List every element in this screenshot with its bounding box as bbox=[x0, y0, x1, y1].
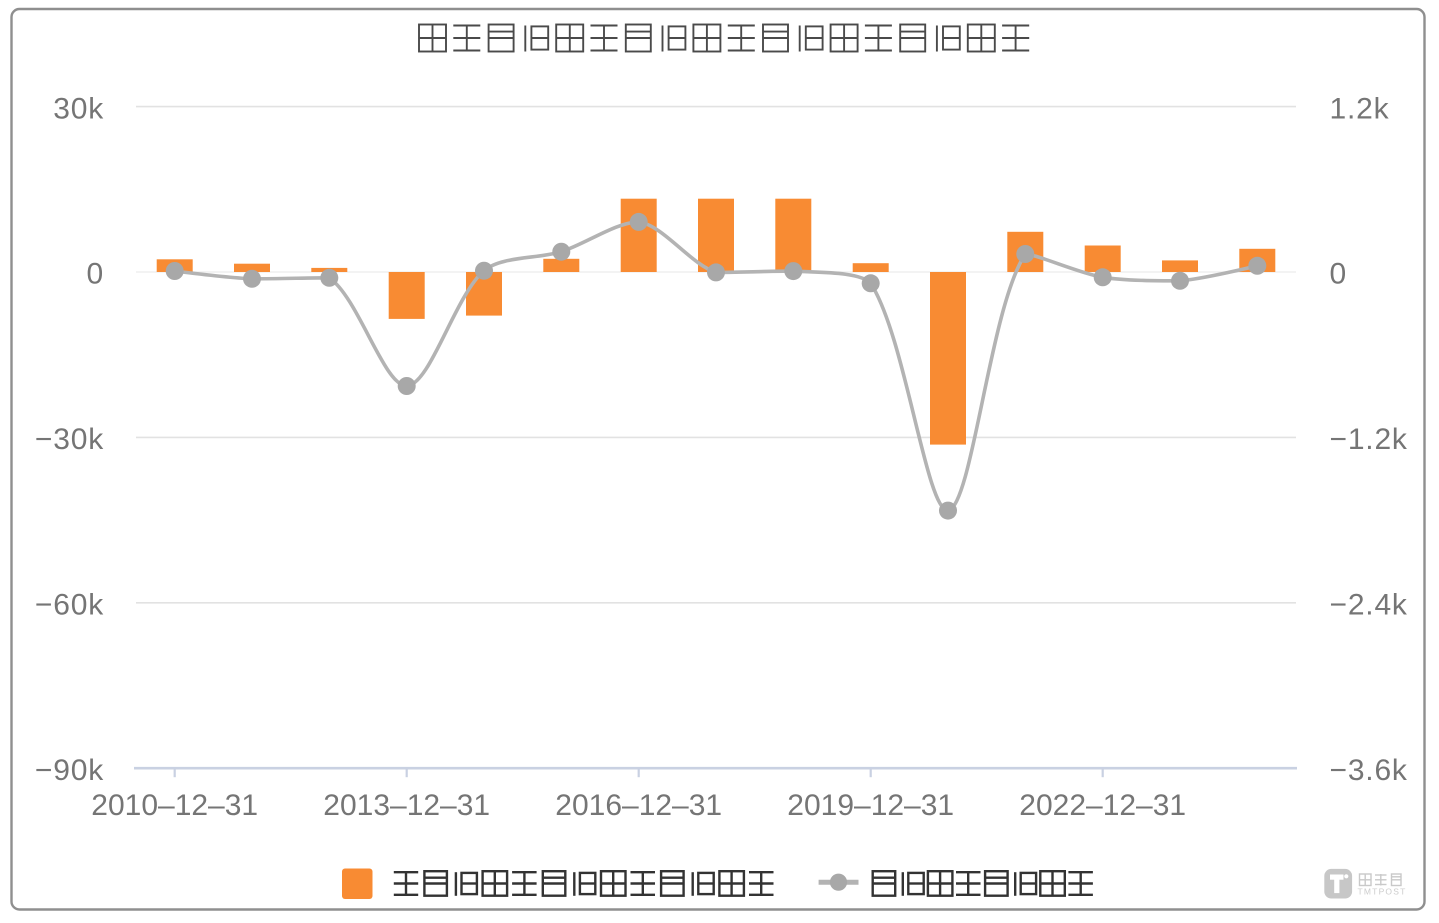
svg-text:TMTPOST: TMTPOST bbox=[1358, 887, 1407, 897]
svg-text:−1.2k: −1.2k bbox=[1330, 423, 1408, 456]
svg-text:30k: 30k bbox=[53, 92, 104, 125]
svg-text:2013–12–31: 2013–12–31 bbox=[323, 789, 490, 822]
svg-text:1.2k: 1.2k bbox=[1330, 92, 1390, 125]
svg-text:−2.4k: −2.4k bbox=[1330, 589, 1408, 622]
svg-text:−3.6k: −3.6k bbox=[1330, 754, 1408, 787]
svg-text:−30k: −30k bbox=[35, 423, 104, 456]
svg-text:2016–12–31: 2016–12–31 bbox=[555, 789, 722, 822]
svg-text:−90k: −90k bbox=[35, 754, 104, 787]
svg-text:0: 0 bbox=[1330, 258, 1348, 291]
svg-text:0: 0 bbox=[87, 258, 105, 291]
svg-text:2019–12–31: 2019–12–31 bbox=[787, 789, 954, 822]
svg-text:−60k: −60k bbox=[35, 589, 104, 622]
svg-text:2022–12–31: 2022–12–31 bbox=[1019, 789, 1186, 822]
svg-text:2010–12–31: 2010–12–31 bbox=[91, 789, 258, 822]
